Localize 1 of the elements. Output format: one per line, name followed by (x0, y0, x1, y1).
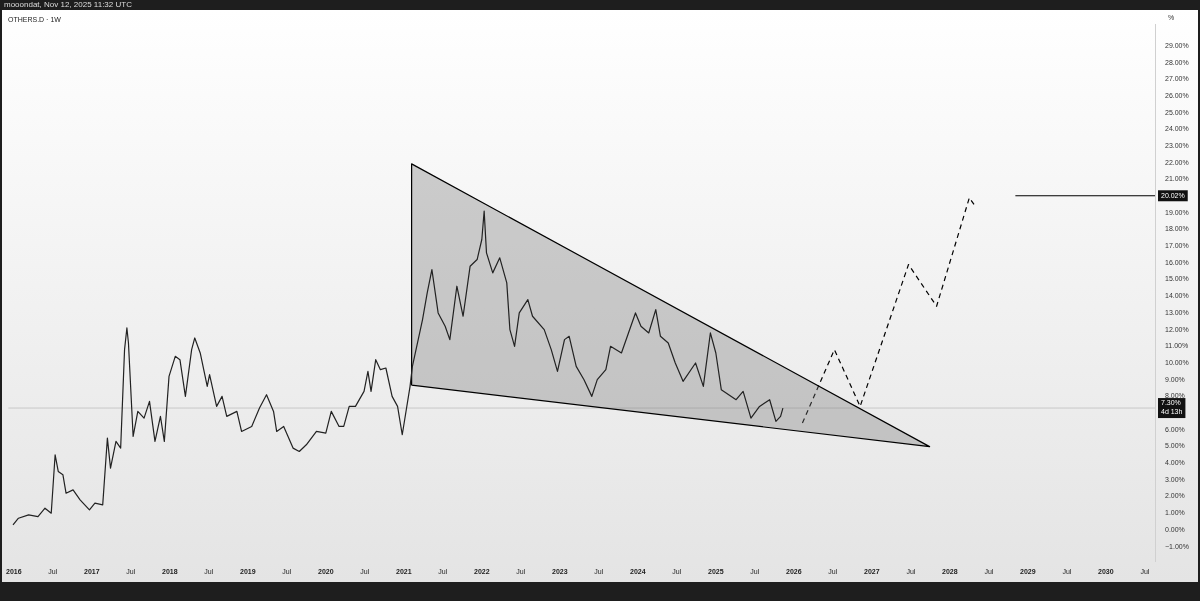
text: mooondat, Nov 12, 2025 11:32 UTC (4, 0, 132, 10)
